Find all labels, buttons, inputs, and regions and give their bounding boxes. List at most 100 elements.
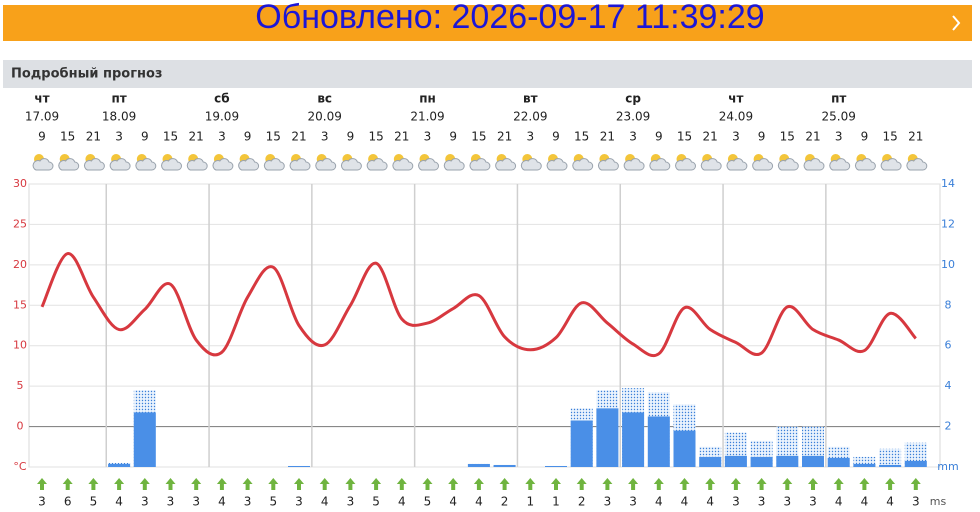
date: 19.09 — [205, 110, 239, 124]
wind-speed: 3 — [244, 495, 252, 509]
wind-speed: 3 — [629, 495, 637, 509]
wind-speed: 3 — [809, 495, 817, 509]
wind-arrow — [910, 478, 921, 490]
wind-speed: 1 — [552, 495, 560, 509]
banner[interactable] — [3, 5, 972, 41]
wind-arrow — [165, 478, 176, 490]
hour-label: 15 — [882, 130, 897, 144]
wind-arrow — [551, 478, 561, 490]
wind-arrow — [114, 478, 125, 490]
weather-icon — [109, 153, 131, 171]
weather-icon — [572, 153, 594, 171]
y2-tick-label: 12 — [941, 217, 955, 230]
hour-label: 21 — [600, 130, 615, 144]
y2-tick-label: mm — [937, 460, 958, 473]
wind-arrow — [602, 478, 613, 490]
wind-speed: 5 — [269, 495, 277, 509]
wind-arrow-shape — [422, 478, 433, 490]
wind-arrow-shape — [910, 478, 921, 490]
hour-label: 21 — [86, 130, 101, 144]
weather-icon — [495, 153, 517, 171]
weather-icon — [83, 153, 105, 171]
hour-label: 9 — [861, 130, 869, 144]
weekday: чт — [728, 92, 743, 106]
wind-speed: 3 — [912, 495, 920, 509]
hour-label: 3 — [115, 130, 123, 144]
hour-label: 9 — [758, 130, 766, 144]
y-tick-label: 0 — [17, 420, 24, 433]
weather-icon — [392, 153, 414, 171]
weather-icon — [340, 153, 362, 171]
wind-arrow-shape — [268, 478, 279, 490]
hour-label: 3 — [321, 130, 329, 144]
weather-icon — [366, 153, 388, 171]
hour-label: 3 — [835, 130, 843, 144]
weekday: вт — [523, 92, 538, 106]
precip-bar — [699, 456, 722, 467]
precip-bar — [622, 412, 645, 467]
weather-icon — [700, 153, 722, 171]
precip-bar — [750, 456, 773, 467]
wind-arrow — [294, 478, 304, 490]
wind-arrow — [885, 478, 896, 490]
weather-icon — [726, 153, 748, 171]
wind-speed: 4 — [655, 495, 663, 509]
wind-speed: 4 — [475, 495, 483, 509]
wind-arrow — [808, 478, 818, 490]
wind-speed: 6 — [64, 495, 72, 509]
hour-label: 9 — [347, 130, 355, 144]
y-tick-label: 20 — [13, 258, 27, 271]
weather-icon — [906, 153, 928, 171]
wind-speed: 5 — [372, 495, 380, 509]
weather-icon — [238, 153, 260, 171]
precip-bar — [108, 463, 131, 467]
wind-arrow — [422, 478, 433, 490]
precip-bar — [904, 460, 927, 467]
weather-icon — [623, 153, 645, 171]
y2-tick-label: 10 — [941, 258, 955, 271]
wind-speed: 3 — [347, 495, 355, 509]
wind-arrow-shape — [396, 478, 407, 490]
y-tick-label: 10 — [13, 339, 27, 352]
wind-speed: 5 — [90, 495, 98, 509]
wind-arrow-shape — [833, 478, 844, 490]
hour-label: 15 — [368, 130, 383, 144]
weather-icon — [675, 153, 696, 171]
wind-arrow — [268, 478, 279, 490]
wind-arrow — [191, 478, 202, 490]
wind-arrow — [62, 478, 73, 490]
weather-icon — [752, 153, 774, 171]
precip-bar — [596, 408, 619, 467]
wind-arrow-shape — [62, 478, 73, 490]
hour-label: 21 — [291, 130, 306, 144]
wind-arrow-shape — [165, 478, 176, 490]
wind-speed: 5 — [424, 495, 432, 509]
banner-chevron[interactable] — [952, 15, 961, 31]
hour-label: 21 — [394, 130, 409, 144]
weather-icon — [520, 153, 542, 171]
precip-bar — [133, 412, 156, 467]
wind-arrow — [473, 478, 484, 490]
wind-arrow — [756, 478, 767, 490]
weekday: сб — [214, 92, 230, 106]
weather-icon — [32, 153, 54, 171]
precip-bar — [827, 457, 850, 467]
wind-arrow-shape — [679, 478, 690, 490]
weather-icon — [803, 153, 825, 171]
weekday: вс — [317, 92, 332, 106]
wind-arrow-shape — [525, 478, 536, 490]
wind-arrow-shape — [756, 478, 767, 490]
weather-icon — [546, 153, 568, 171]
hour-label: 9 — [244, 130, 252, 144]
weather-icon — [263, 153, 285, 171]
y-tick-label: 25 — [13, 217, 27, 230]
wind-arrow-shape — [628, 478, 639, 490]
y2-tick-label: 6 — [945, 339, 952, 352]
y-tick-label: °C — [13, 460, 27, 473]
wind-arrow-shape — [139, 478, 150, 490]
wind-arrow-shape — [319, 478, 330, 490]
wind-speed: 3 — [141, 495, 149, 509]
wind-arrow — [345, 478, 356, 490]
hour-label: 15 — [574, 130, 589, 144]
